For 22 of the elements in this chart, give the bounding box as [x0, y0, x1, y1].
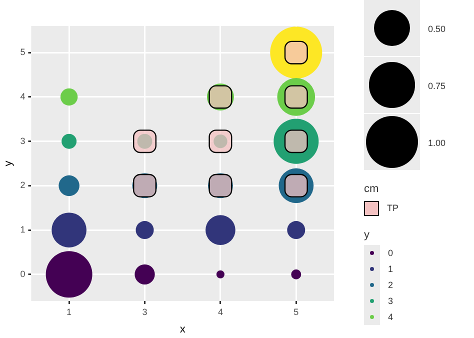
text: cm: [364, 183, 380, 195]
legend-label: 1: [388, 264, 394, 274]
y-tick-label: 3: [20, 136, 26, 146]
legend-label: 0: [388, 248, 394, 258]
legend-label: 0.50: [428, 24, 446, 34]
y-tick-label: 0: [20, 268, 26, 279]
y-axis-title: y: [2, 160, 15, 166]
x-tick-label: 1: [66, 306, 72, 317]
legend-label: 0.75: [428, 80, 446, 90]
y-tick-label: 5: [20, 47, 26, 58]
legend-label: 3: [388, 296, 394, 306]
y-tick-label: 4: [20, 91, 26, 102]
y-tick-label: 1: [20, 224, 26, 235]
legend-label: TP: [387, 203, 399, 213]
legend-label: 2: [388, 280, 394, 290]
y-tick-label: 2: [20, 180, 26, 190]
x-axis-title: x: [180, 323, 186, 336]
legend-title: y: [364, 229, 370, 241]
x-tick-label: 3: [142, 306, 148, 317]
x-tick-label: 4: [218, 306, 223, 317]
x-tick-label: 5: [294, 306, 299, 317]
legend-label: 1.00: [428, 138, 446, 148]
